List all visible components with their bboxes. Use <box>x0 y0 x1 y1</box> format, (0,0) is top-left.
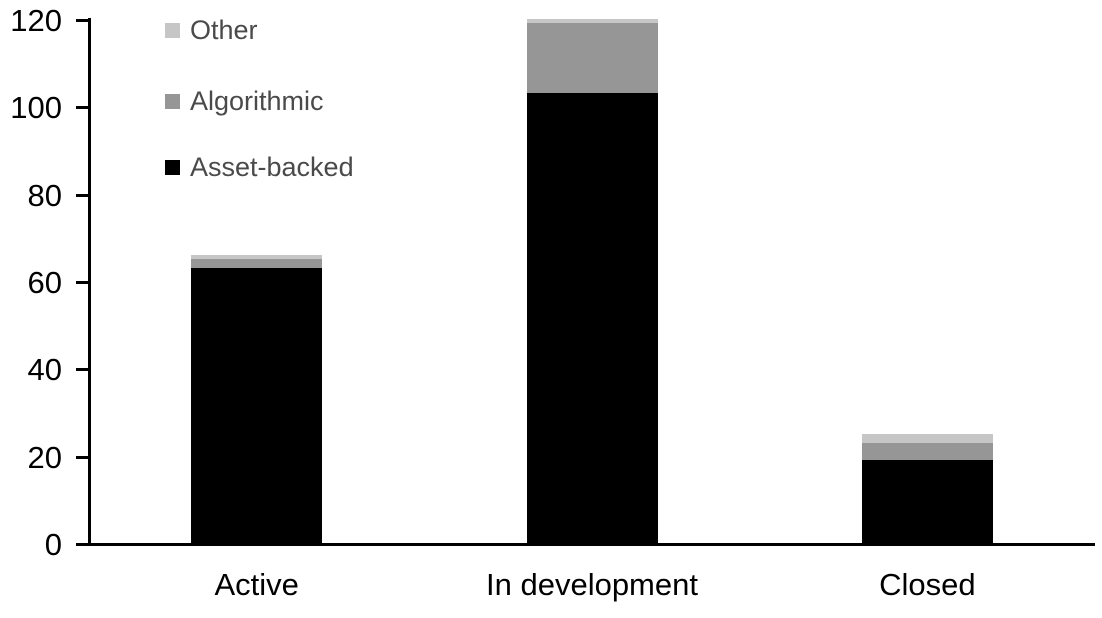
y-tick-label: 20 <box>27 439 62 475</box>
legend-label-asset-backed: Asset-backed <box>190 151 354 182</box>
x-category-label: Closed <box>879 567 976 602</box>
y-tick-mark <box>76 19 89 22</box>
legend-label-other: Other <box>190 14 258 45</box>
x-category-label: Active <box>214 567 299 602</box>
legend-entry-other: Other <box>165 16 258 43</box>
y-tick-mark <box>76 193 89 197</box>
bar-segment-asset-backed-closed <box>861 460 993 543</box>
y-tick-label: 60 <box>27 265 62 300</box>
bar-segment-algorithmic-in-development <box>526 23 658 94</box>
y-tick-label: 40 <box>27 352 62 388</box>
y-axis-line <box>88 18 91 546</box>
y-tick-label: 80 <box>27 177 62 213</box>
legend-swatch-asset-backed <box>165 159 180 175</box>
y-tick-label: 100 <box>10 90 62 126</box>
y-tick-mark <box>76 455 89 459</box>
legend-entry-algorithmic: Algorithmic <box>165 87 324 114</box>
legend-entry-asset-backed: Asset-backed <box>165 153 354 180</box>
legend-swatch-other <box>165 22 180 38</box>
y-tick-mark <box>76 368 89 372</box>
legend-swatch-algorithmic <box>165 93 180 109</box>
y-tick-mark <box>76 281 89 284</box>
bar-segment-other-in-development <box>526 19 658 24</box>
y-tick-mark <box>76 106 89 110</box>
x-axis-line <box>76 543 1095 546</box>
legend-label-algorithmic: Algorithmic <box>190 85 324 116</box>
bar-segment-algorithmic-active <box>191 259 323 268</box>
bar-segment-asset-backed-in-development <box>526 93 658 543</box>
y-tick-mark <box>76 543 89 546</box>
y-tick-label: 120 <box>10 3 62 38</box>
bar-segment-algorithmic-closed <box>861 442 993 461</box>
bar-segment-other-closed <box>861 433 993 443</box>
bar-segment-asset-backed-active <box>191 267 323 543</box>
x-category-label: In development <box>486 567 698 602</box>
y-tick-label: 0 <box>44 527 62 562</box>
bar-segment-other-active <box>191 254 323 260</box>
